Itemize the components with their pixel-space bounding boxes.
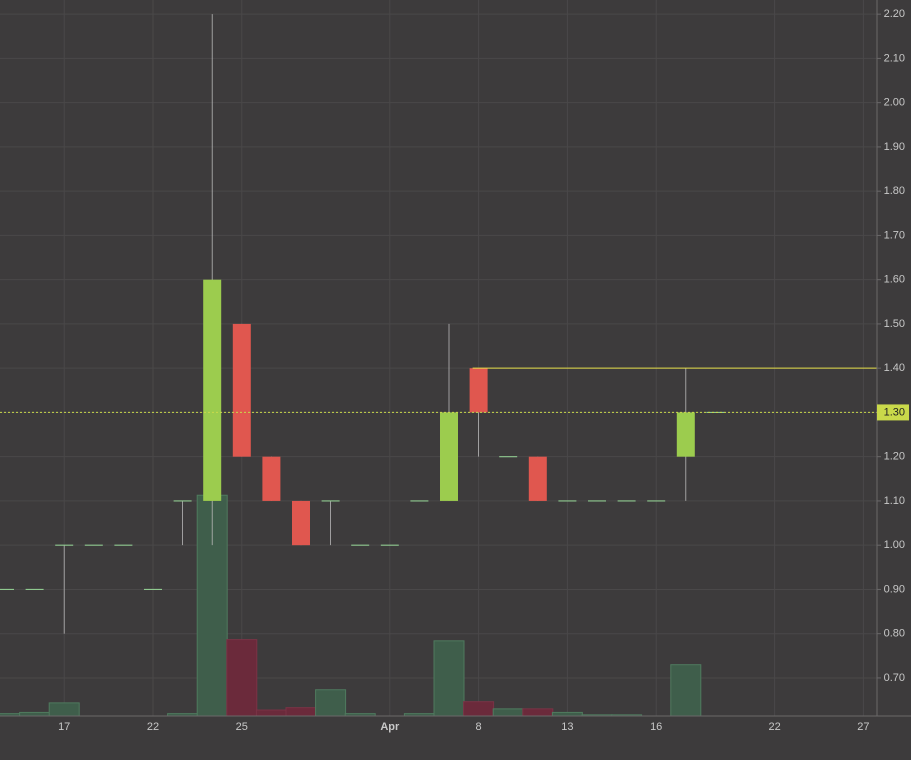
volume-bar bbox=[315, 689, 347, 717]
volume-bar bbox=[19, 711, 51, 717]
last-price-label: 1.30 bbox=[884, 406, 905, 418]
y-tick-label: 1.90 bbox=[884, 141, 905, 153]
y-tick-label: 1.10 bbox=[884, 495, 905, 507]
candle-body bbox=[469, 368, 488, 413]
last-price-tag bbox=[877, 404, 909, 421]
candle-body bbox=[262, 456, 281, 501]
axes bbox=[0, 0, 911, 717]
y-tick-label: 1.60 bbox=[884, 274, 905, 286]
volume-bar bbox=[285, 707, 317, 717]
y-tick-label: 2.00 bbox=[884, 97, 905, 109]
y-tick-label: 1.80 bbox=[884, 185, 905, 197]
y-tick-label: 1.20 bbox=[884, 451, 905, 463]
x-tick-label: 22 bbox=[768, 721, 780, 733]
candle-layer bbox=[0, 14, 877, 634]
volume-bar bbox=[48, 702, 80, 717]
candle-body bbox=[292, 500, 310, 546]
candle-body bbox=[203, 279, 222, 501]
candle-body bbox=[528, 456, 547, 501]
volume-bar bbox=[670, 664, 702, 717]
volume-layer bbox=[0, 494, 702, 717]
x-tick-label: 17 bbox=[58, 721, 70, 733]
volume-bar bbox=[255, 709, 287, 717]
candle-body bbox=[676, 412, 695, 457]
volume-bar bbox=[226, 639, 258, 717]
y-tick-label: 2.20 bbox=[884, 8, 905, 20]
y-tick-label: 0.70 bbox=[884, 672, 905, 684]
volume-bar bbox=[551, 711, 583, 717]
candle-body bbox=[440, 412, 458, 501]
x-tick-label: 13 bbox=[561, 721, 573, 733]
y-tick-label: 1.40 bbox=[884, 362, 905, 374]
candle-body bbox=[232, 323, 251, 457]
volume-bar bbox=[522, 708, 554, 717]
y-tick-label: 0.80 bbox=[884, 628, 905, 640]
x-tick-label: 22 bbox=[147, 721, 159, 733]
y-tick-label: 1.50 bbox=[884, 318, 905, 330]
y-tick-label: 1.70 bbox=[884, 229, 905, 241]
x-tick-label: Apr bbox=[380, 721, 400, 733]
x-tick-label: 8 bbox=[476, 721, 482, 733]
x-tick-label: 25 bbox=[236, 721, 248, 733]
volume-bar bbox=[433, 640, 465, 717]
x-tick-label: 27 bbox=[857, 721, 869, 733]
y-tick-label: 2.10 bbox=[884, 52, 905, 64]
volume-bar bbox=[492, 708, 524, 717]
y-tick-label: 1.00 bbox=[884, 539, 905, 551]
volume-bar bbox=[463, 701, 495, 717]
y-tick-label: 0.90 bbox=[884, 583, 905, 595]
x-tick-label: 16 bbox=[650, 721, 662, 733]
